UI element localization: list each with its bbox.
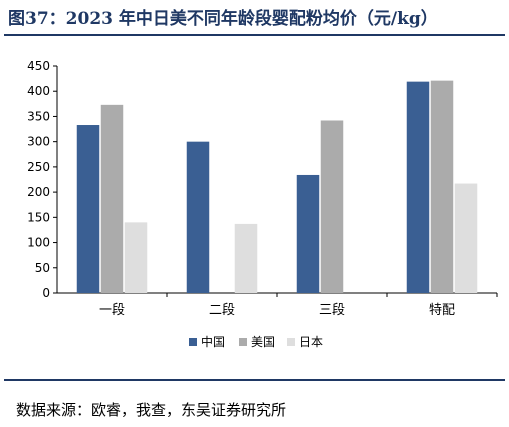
data-source-note: 数据来源：欧睿，我查，东吴证券研究所 [16,401,287,419]
y-tick-label: 100 [27,236,50,250]
bar-日本-二段 [234,223,258,293]
y-tick-label: 250 [27,160,50,174]
legend-swatch [239,338,247,346]
bar-chart: 0 50 100 150 200 250 300 350 400 450 一段 二段 三段 特配 中国 美国… [27,59,498,349]
bar-日本-特配 [454,183,478,293]
legend-label: 日本 [299,335,323,349]
bar-中国-特配 [406,81,430,293]
legend-label: 美国 [251,335,275,349]
chart-bars [76,80,478,294]
x-category-label: 二段 [209,303,235,318]
title-divider [4,34,505,36]
legend-swatch [287,338,295,346]
y-tick-label: 300 [27,135,50,149]
figure-title: 图37：2023 年中日美不同年龄段婴配粉均价（元/kg） [8,9,438,29]
y-tick-label: 400 [27,84,50,98]
x-category-label: 三段 [319,303,345,318]
bar-美国-特配 [430,80,454,293]
x-category-label: 一段 [99,303,125,318]
bar-中国-三段 [296,174,320,293]
bar-中国-二段 [186,141,210,293]
y-tick-label: 200 [27,185,50,199]
y-tick-label: 450 [27,59,50,73]
bar-美国-三段 [320,120,344,293]
chart-legend: 中国 美国 日本 [189,334,323,349]
chart-axes: 0 50 100 150 200 250 300 350 400 450 一段 二段 三段 特配 [27,59,498,318]
y-tick-label: 350 [27,109,50,123]
bar-中国-一段 [76,125,100,294]
y-tick-label: 50 [35,261,50,275]
bar-日本-一段 [124,222,148,293]
x-category-label: 特配 [429,303,455,318]
legend-swatch [189,338,197,346]
source-divider [4,379,505,381]
bar-美国-一段 [100,104,124,293]
y-tick-label: 0 [42,286,50,300]
legend-label: 中国 [201,334,225,349]
y-tick-label: 150 [27,210,50,224]
